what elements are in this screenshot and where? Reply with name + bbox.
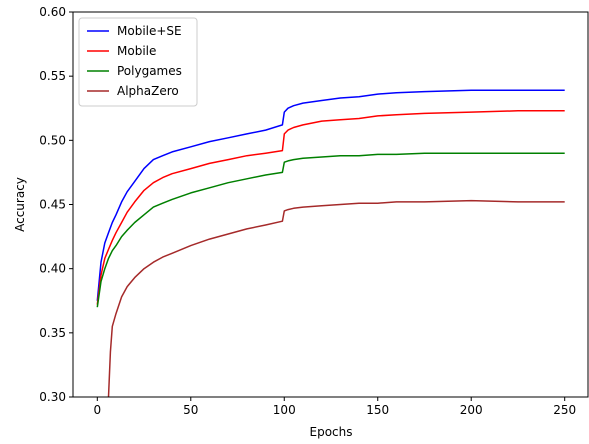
legend-box	[78, 17, 198, 107]
x-tick-label: 0	[93, 403, 101, 417]
x-tick-label: 150	[366, 403, 389, 417]
x-tick-label: 250	[553, 403, 576, 417]
x-tick-label: 50	[183, 403, 198, 417]
legend-label: Polygames	[117, 64, 182, 78]
y-axis-ticks: 0.30 0.35 0.40 0.45 0.50 0.55 0.60	[39, 5, 73, 404]
y-tick-label: 0.55	[39, 69, 66, 83]
x-axis-label: Epochs	[310, 425, 353, 439]
series-line-alphazero	[107, 199, 565, 397]
y-tick-label: 0.45	[39, 198, 66, 212]
y-tick-label: 0.30	[39, 390, 66, 404]
x-tick-label: 200	[460, 403, 483, 417]
legend-label: Mobile	[117, 44, 156, 58]
y-tick-label: 0.35	[39, 326, 66, 340]
x-tick-label: 100	[273, 403, 296, 417]
legend-label: Mobile+SE	[117, 24, 182, 38]
y-tick-label: 0.60	[39, 5, 66, 19]
y-axis-label: Accuracy	[13, 177, 27, 232]
legend-label: AlphaZero	[117, 84, 179, 98]
y-tick-label: 0.40	[39, 262, 66, 276]
series-line-mobile	[96, 110, 565, 305]
series-lines	[96, 89, 565, 397]
legend: Mobile+SE Mobile Polygames AlphaZero	[78, 17, 198, 107]
series-line-mobile-se	[96, 89, 565, 301]
y-tick-label: 0.50	[39, 133, 66, 147]
series-line-polygames	[96, 152, 565, 308]
x-axis-ticks: 0 50 100 150 200 250	[93, 397, 576, 417]
plot-frame	[72, 11, 589, 398]
